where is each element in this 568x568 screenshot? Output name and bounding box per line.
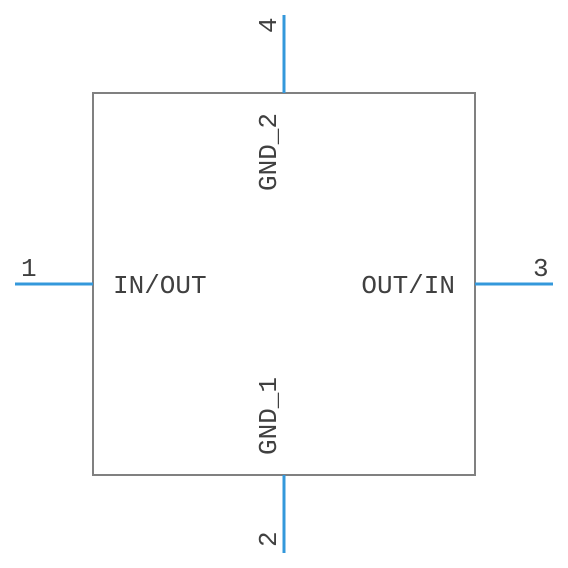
pin-label-2: GND_1 <box>254 377 284 455</box>
pin-number-2: 2 <box>254 531 284 547</box>
schematic-diagram: 1 IN/OUT 2 GND_1 3 OUT/IN 4 GND_2 <box>0 0 568 568</box>
pin-label-3: OUT/IN <box>361 271 455 301</box>
pin-number-4: 4 <box>254 17 284 33</box>
pin-number-3: 3 <box>533 254 549 284</box>
pin-label-1: IN/OUT <box>113 271 207 301</box>
pin-number-1: 1 <box>21 254 37 284</box>
pin-label-4: GND_2 <box>254 113 284 191</box>
